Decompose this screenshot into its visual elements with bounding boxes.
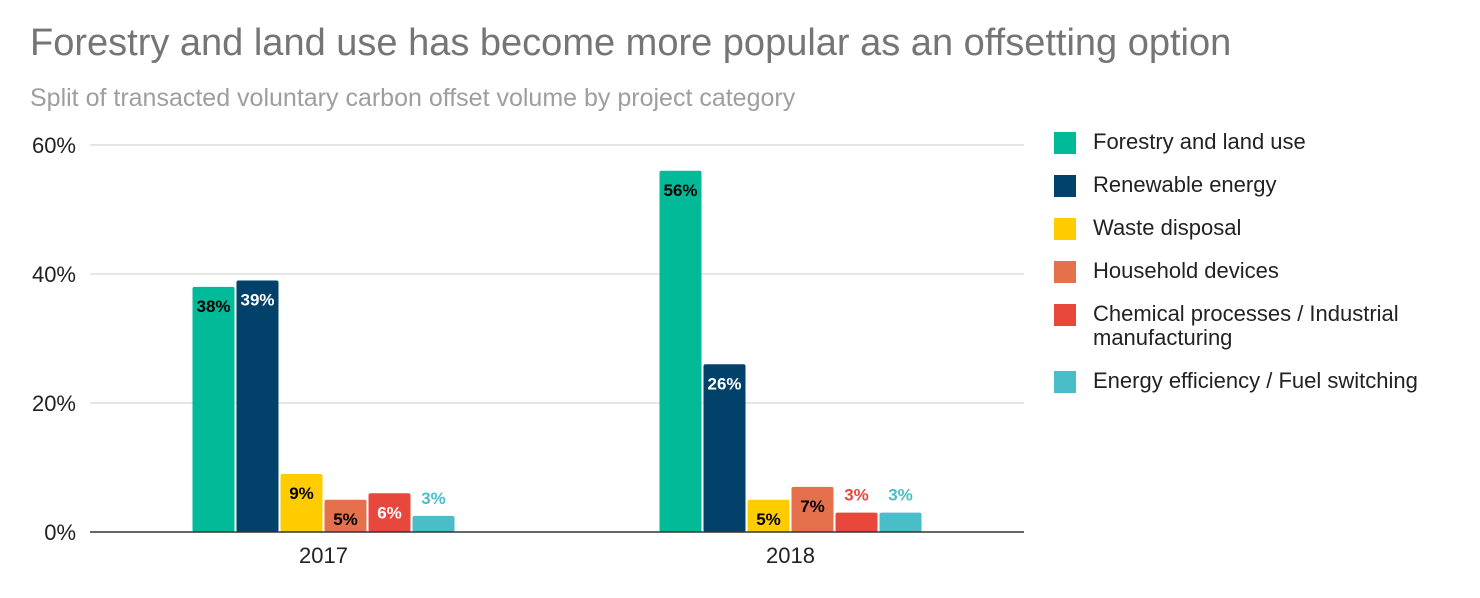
bar [324,499,367,532]
data-label: 5% [333,510,358,529]
legend-label: Energy efficiency / Fuel switching [1093,368,1418,393]
legend-label: Forestry and land use [1093,129,1306,154]
bar [280,473,323,532]
bar [368,493,411,532]
data-label: 7% [800,497,825,516]
bar [236,280,279,532]
legend-swatch [1054,218,1076,240]
legend-label: Chemical processes / Industrial manufact… [1093,301,1399,350]
legend-label: Renewable energy [1093,172,1277,197]
legend-item: Forestry and land use [1054,130,1474,154]
legend-item: Renewable energy [1054,173,1474,197]
bar [835,512,878,532]
data-label: 38% [196,297,230,316]
legend-swatch [1054,304,1076,326]
bar [747,499,790,532]
data-label: 56% [663,181,697,200]
legend-swatch [1054,175,1076,197]
bar [192,286,235,532]
y-tick-label: 60% [32,133,76,158]
y-tick-label: 0% [44,520,76,545]
data-label: 39% [240,290,274,309]
bar-chart: 0% 20% 40% 60% 38% 39% 9% 5% 6% 3% 2017 56% 26% 5% 7% 3… [32,133,1024,568]
bar [879,512,922,532]
legend-item: Waste disposal [1054,216,1474,240]
bar [703,364,746,532]
bar [412,515,455,532]
legend-label: Waste disposal [1093,215,1242,240]
data-label: 3% [888,486,913,505]
data-label: 5% [756,510,781,529]
legend-swatch [1054,132,1076,154]
chart-subtitle: Split of transacted voluntary carbon off… [30,84,796,112]
data-label: 3% [844,486,869,505]
chart-title: Forestry and land use has become more po… [30,22,1232,64]
bar [791,486,834,532]
data-label: 26% [707,374,741,393]
legend-swatch [1054,371,1076,393]
legend-swatch [1054,261,1076,283]
x-tick-label: 2018 [766,543,815,568]
x-tick-label: 2017 [299,543,348,568]
y-tick-label: 20% [32,391,76,416]
y-tick-label: 40% [32,262,76,287]
chart-legend: Forestry and land use Renewable energy Was… [1054,130,1474,412]
data-label: 6% [377,503,402,522]
data-label: 3% [421,489,446,508]
legend-item: Energy efficiency / Fuel switching [1054,369,1474,393]
legend-label: Household devices [1093,258,1279,283]
legend-item: Household devices [1054,259,1474,283]
bar [659,170,702,533]
legend-item: Chemical processes / Industrial manufact… [1054,302,1474,350]
data-label: 9% [289,484,314,503]
